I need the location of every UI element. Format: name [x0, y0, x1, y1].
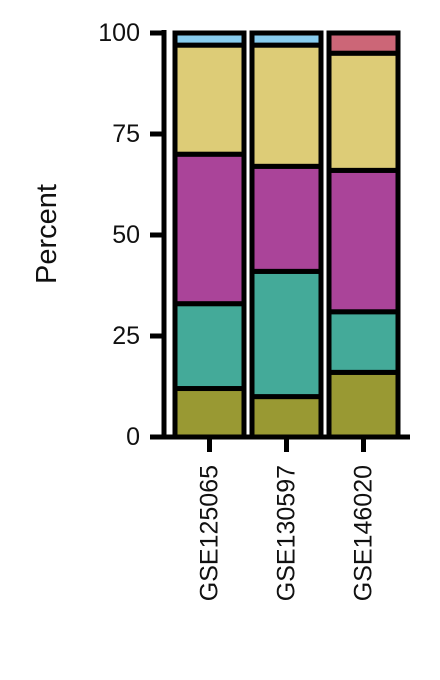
bar-segment-3-4: [326, 50, 401, 173]
bar-segment-1-4: [172, 42, 247, 157]
y-ticks: 0 25 50 75 100: [98, 19, 164, 451]
bar-segment-1-5: [172, 30, 247, 48]
bar-segment-2-3: [249, 163, 324, 274]
bar-segment-3-6: [326, 30, 401, 56]
y-tick-label: 100: [98, 19, 140, 47]
bar-segment-1-1: [172, 386, 247, 440]
bar-segment-2-1: [249, 394, 324, 440]
bar-segment-3-2: [326, 309, 401, 375]
y-tick-label: 0: [126, 423, 140, 451]
bar-segment-1-2: [172, 301, 247, 392]
bar-segment-2-2: [249, 268, 324, 400]
y-tick-label: 75: [112, 120, 140, 148]
y-axis-title: Percent: [31, 184, 63, 284]
y-tick-label: 50: [112, 221, 140, 249]
y-tick-label: 25: [112, 322, 140, 350]
x-ticks: GSE125065 GSE130597 GSE146020: [196, 437, 378, 601]
x-tick-label: GSE146020: [350, 465, 378, 601]
bar-segments: [172, 30, 401, 440]
x-tick-label: GSE130597: [273, 465, 301, 601]
x-tick-label: GSE125065: [196, 465, 224, 601]
bar-segment-3-1: [326, 369, 401, 440]
bar-segment-3-3: [326, 167, 401, 315]
bar-segment-2-4: [249, 42, 324, 169]
bar-segment-2-5: [249, 30, 324, 48]
bar-segment-1-3: [172, 151, 247, 307]
